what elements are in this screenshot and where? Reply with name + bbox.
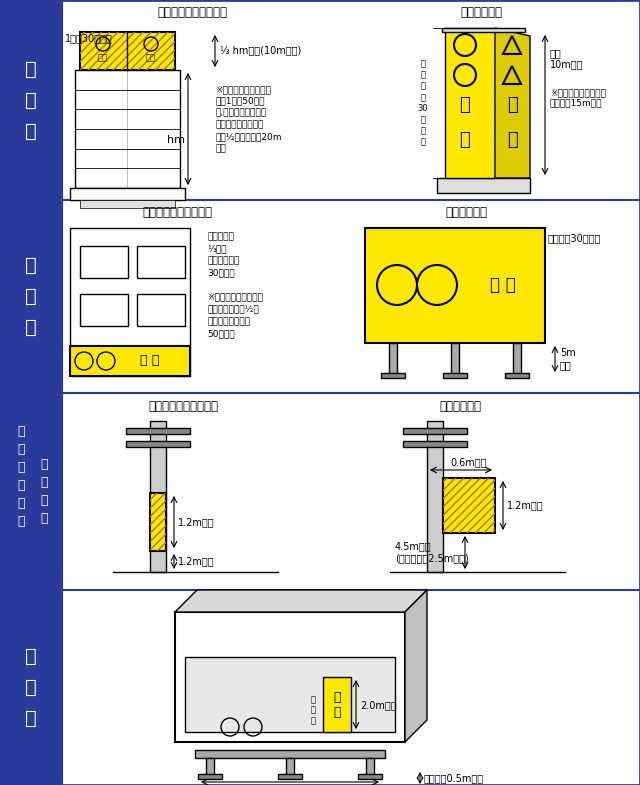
Bar: [286, 758, 294, 776]
Bar: [185, 657, 395, 732]
Text: hm: hm: [167, 135, 185, 145]
Text: ※ただし、商工系地域
では地上15m以下: ※ただし、商工系地域 では地上15m以下: [550, 88, 606, 108]
Text: 1面が30㎡以下: 1面が30㎡以下: [65, 33, 113, 43]
Text: 立
看
板: 立 看 板: [25, 647, 37, 728]
Text: 立
看
板: 立 看 板: [310, 695, 316, 725]
Text: 巻き付け又は直接塗付: 巻き付け又は直接塗付: [148, 400, 218, 412]
Bar: [505, 373, 529, 378]
Text: 1.2m以上: 1.2m以上: [178, 556, 214, 566]
Bar: [150, 493, 166, 551]
Bar: [0, 0, 62, 200]
Bar: [442, 28, 525, 32]
Bar: [403, 428, 467, 434]
Bar: [195, 750, 385, 758]
Bar: [80, 294, 128, 326]
Text: 建築物の屋上の広告塔: 建築物の屋上の広告塔: [157, 6, 227, 20]
Text: 会: 会: [507, 96, 517, 114]
Bar: [443, 478, 495, 533]
Bar: [175, 612, 405, 742]
Bar: [126, 428, 190, 434]
Text: 5m
以内: 5m 以内: [560, 349, 576, 370]
Text: 講
演: 講 演: [333, 691, 340, 719]
Bar: [198, 774, 222, 779]
Text: ⅓ hm以下(10mまで): ⅓ hm以下(10mまで): [220, 45, 301, 55]
Bar: [126, 441, 190, 447]
Bar: [70, 346, 190, 376]
Text: 4.5m以上
(歩道上では2.5m以上): 4.5m以上 (歩道上では2.5m以上): [395, 541, 468, 563]
Bar: [0, 393, 62, 590]
Text: 品: 品: [460, 131, 470, 149]
Text: 表
示
面
積
30
㎡
以
下: 表 示 面 積 30 ㎡ 以 下: [418, 60, 428, 146]
Bar: [80, 32, 175, 70]
Text: 会社: 会社: [98, 53, 108, 63]
Polygon shape: [495, 28, 530, 178]
Text: 建築物の壁面の広告板: 建築物の壁面の広告板: [143, 206, 212, 220]
Bar: [80, 200, 175, 208]
Bar: [70, 188, 185, 200]
Bar: [75, 70, 180, 188]
Polygon shape: [175, 590, 427, 612]
Text: 地上
10m以下: 地上 10m以下: [550, 48, 584, 70]
Text: 1.2m以内: 1.2m以内: [507, 500, 543, 510]
Text: 会社: 会社: [146, 53, 156, 63]
Bar: [80, 32, 175, 70]
Text: 表示面積30㎡以内: 表示面積30㎡以内: [548, 233, 602, 243]
Bar: [150, 421, 166, 572]
Text: ※ただし、商工系地域
では1面が50㎡以
内,高さは地上から設
置する箇所までの高
さの½以下、かつ20m
以下: ※ただし、商工系地域 では1面が50㎡以 内,高さは地上から設 置する箇所までの…: [215, 85, 282, 153]
Bar: [451, 343, 459, 375]
Bar: [358, 774, 382, 779]
Bar: [137, 246, 185, 278]
Bar: [0, 590, 62, 785]
Bar: [150, 493, 166, 551]
Bar: [278, 774, 302, 779]
Bar: [0, 200, 62, 393]
Text: 全体面積の
⅓以下
最大表示面積
30㎡以内

※ただし、商工系地域
では全体面積の½以
下、最大表示面積
50㎡以内: 全体面積の ⅓以下 最大表示面積 30㎡以内 ※ただし、商工系地域 では全体面積…: [207, 232, 263, 338]
Text: 突出するもの: 突出するもの: [440, 400, 482, 412]
Bar: [70, 228, 190, 376]
Text: 脚の長さ0.5m以内: 脚の長さ0.5m以内: [424, 773, 484, 783]
Bar: [80, 246, 128, 278]
Text: 会 社: 会 社: [140, 355, 160, 367]
Bar: [389, 343, 397, 375]
Text: 電
柱
類
を
利
用: 電 柱 類 を 利 用: [17, 425, 25, 528]
Bar: [443, 373, 467, 378]
Bar: [137, 294, 185, 326]
Bar: [437, 178, 530, 193]
Text: 2.0m以内: 2.0m以内: [360, 700, 397, 710]
Bar: [206, 758, 214, 776]
Text: 商 品: 商 品: [490, 276, 516, 294]
Text: 商: 商: [460, 96, 470, 114]
Bar: [381, 373, 405, 378]
Bar: [323, 677, 351, 732]
Bar: [443, 478, 495, 533]
Bar: [513, 343, 521, 375]
Bar: [427, 421, 443, 572]
Text: 地上の広告塔: 地上の広告塔: [460, 6, 502, 20]
Text: 社: 社: [507, 131, 517, 149]
Bar: [366, 758, 374, 776]
Bar: [365, 228, 545, 343]
Bar: [403, 441, 467, 447]
Text: 1.2m以内: 1.2m以内: [178, 517, 214, 527]
Text: 広
告
板: 広 告 板: [25, 256, 37, 337]
Text: す
る
も
の: す る も の: [40, 458, 48, 525]
Polygon shape: [445, 28, 495, 178]
Text: 広
告
塔: 広 告 塔: [25, 60, 37, 141]
Text: 地上の広告板: 地上の広告板: [445, 206, 488, 220]
Polygon shape: [405, 590, 427, 742]
Text: 0.6m以内: 0.6m以内: [451, 457, 487, 467]
